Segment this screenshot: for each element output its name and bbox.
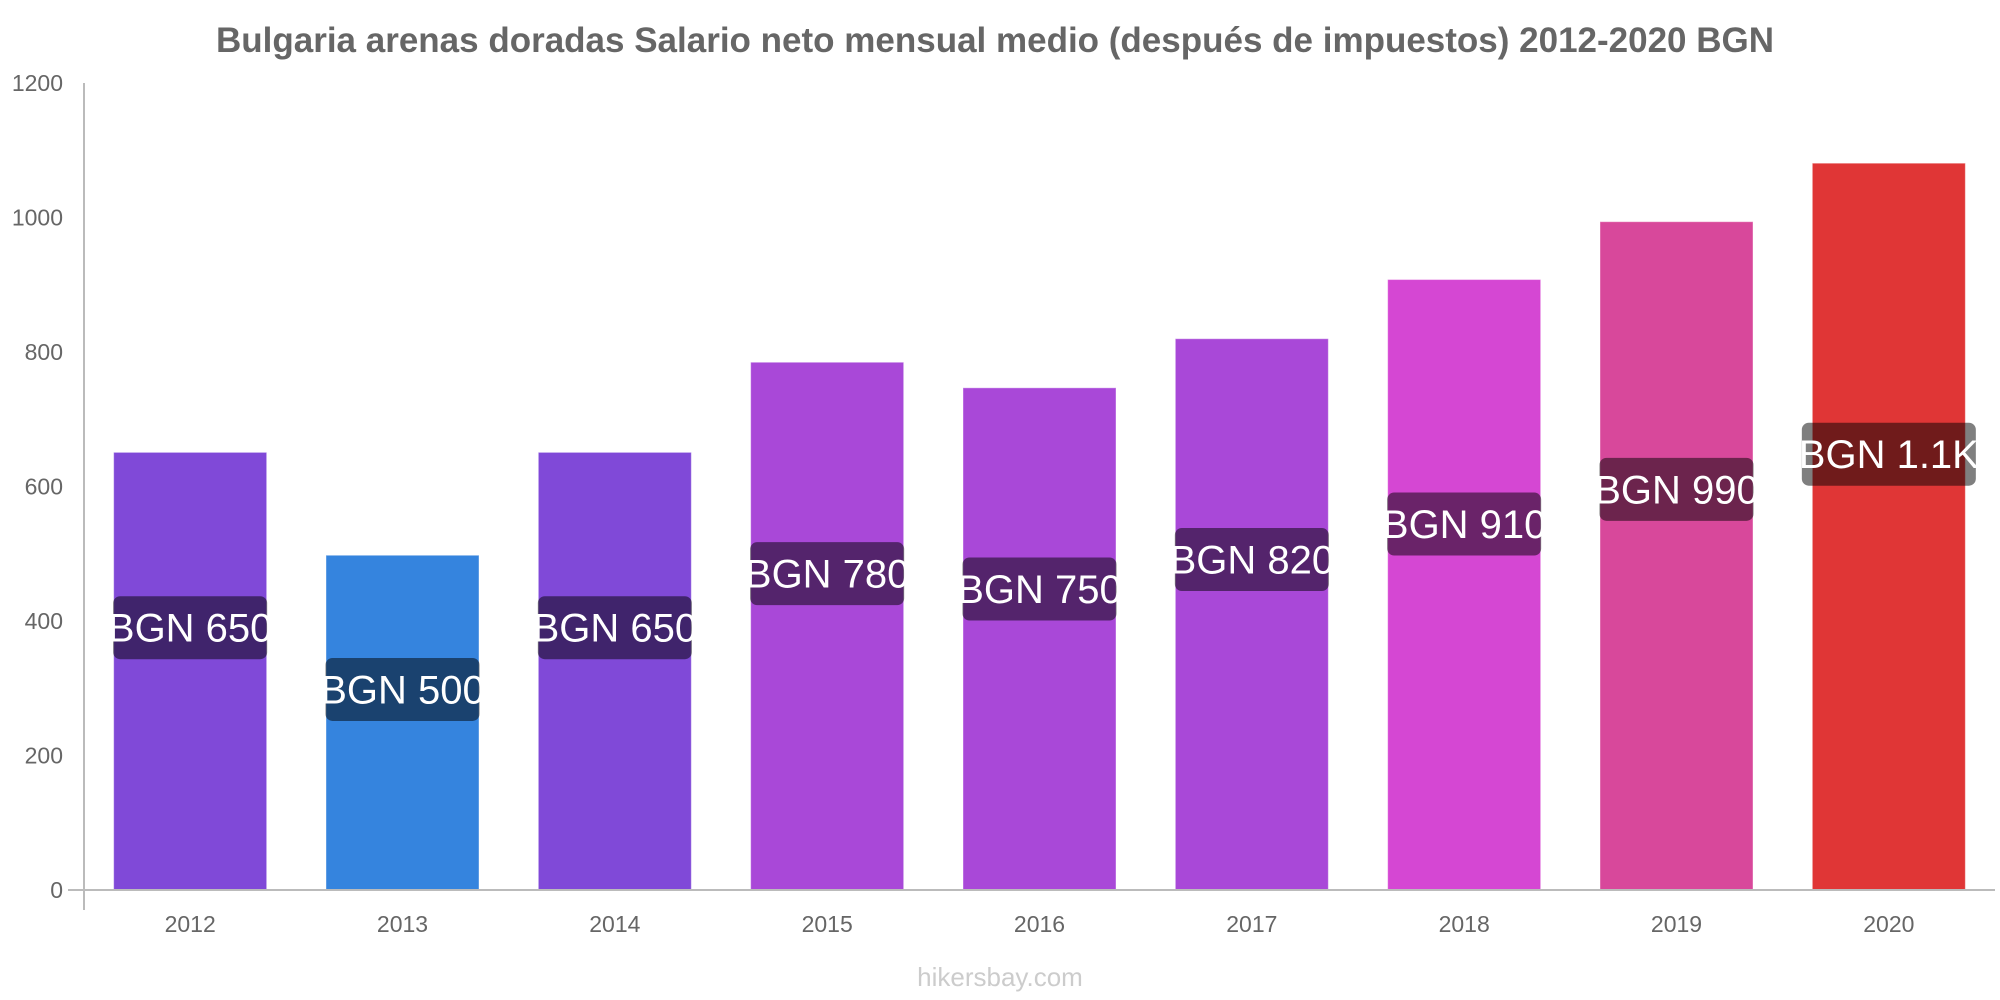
data-label-background	[962, 557, 1117, 621]
x-tick-label: 2017	[1226, 911, 1277, 937]
x-tick-label: 2014	[589, 911, 640, 937]
y-tick-label: 1000	[12, 205, 63, 231]
bar-2012	[113, 452, 267, 891]
chart-title: Bulgaria arenas doradas Salario neto men…	[216, 21, 1774, 60]
x-tick-label: 2015	[802, 911, 853, 937]
y-tick-label: 1200	[12, 70, 63, 96]
y-tick-label: 400	[25, 608, 63, 634]
watermark: hikersbay.com	[917, 962, 1083, 992]
y-tick-label: 800	[25, 339, 63, 365]
data-label-background	[1801, 422, 1976, 486]
y-axis: 0 200 400 600 800 1000 1200	[12, 70, 85, 910]
bar-2018	[1387, 279, 1541, 891]
data-label-background	[537, 596, 692, 660]
bars-group	[113, 163, 1966, 891]
bar-2016	[963, 387, 1116, 891]
data-label: BGN 990	[1594, 468, 1759, 512]
x-tick-label: 2019	[1651, 911, 1702, 937]
data-label: BGN 780	[745, 553, 910, 597]
data-label-background	[113, 596, 268, 660]
data-label: BGN 820	[1170, 539, 1335, 583]
y-tick-label: 200	[25, 743, 63, 769]
data-label: BGN 500	[320, 668, 485, 712]
data-label-background	[1599, 457, 1754, 521]
x-tick-label: 2012	[165, 911, 216, 937]
data-label: BGN 1.1K	[1799, 433, 1979, 477]
bar-2020	[1812, 163, 1966, 891]
data-label-background	[325, 657, 480, 721]
x-axis: 2012 2013 2014 2015 2016 2017 2018 2019 2020	[84, 889, 1995, 937]
bar-2017	[1175, 338, 1329, 891]
x-tick-label: 2018	[1439, 911, 1490, 937]
data-label-background	[750, 542, 905, 606]
bar-2014	[538, 452, 692, 891]
bar-2013	[326, 555, 479, 891]
data-label: BGN 650	[533, 607, 698, 651]
data-label: BGN 910	[1382, 503, 1547, 547]
data-labels-group: BGN 650 BGN 500 BGN 650 BGN 780 BGN 750 BGN 8…	[108, 422, 1979, 721]
bar-2019	[1600, 221, 1753, 891]
data-label: BGN 750	[957, 568, 1122, 612]
data-label: BGN 650	[108, 607, 273, 651]
x-tick-label: 2013	[377, 911, 428, 937]
x-tick-label: 2016	[1014, 911, 1065, 937]
bar-2015	[750, 362, 904, 891]
y-tick-label: 0	[50, 877, 63, 903]
x-tick-label: 2020	[1863, 911, 1914, 937]
data-label-background	[1387, 492, 1542, 556]
y-tick-label: 600	[25, 474, 63, 500]
data-label-background	[1174, 528, 1329, 592]
